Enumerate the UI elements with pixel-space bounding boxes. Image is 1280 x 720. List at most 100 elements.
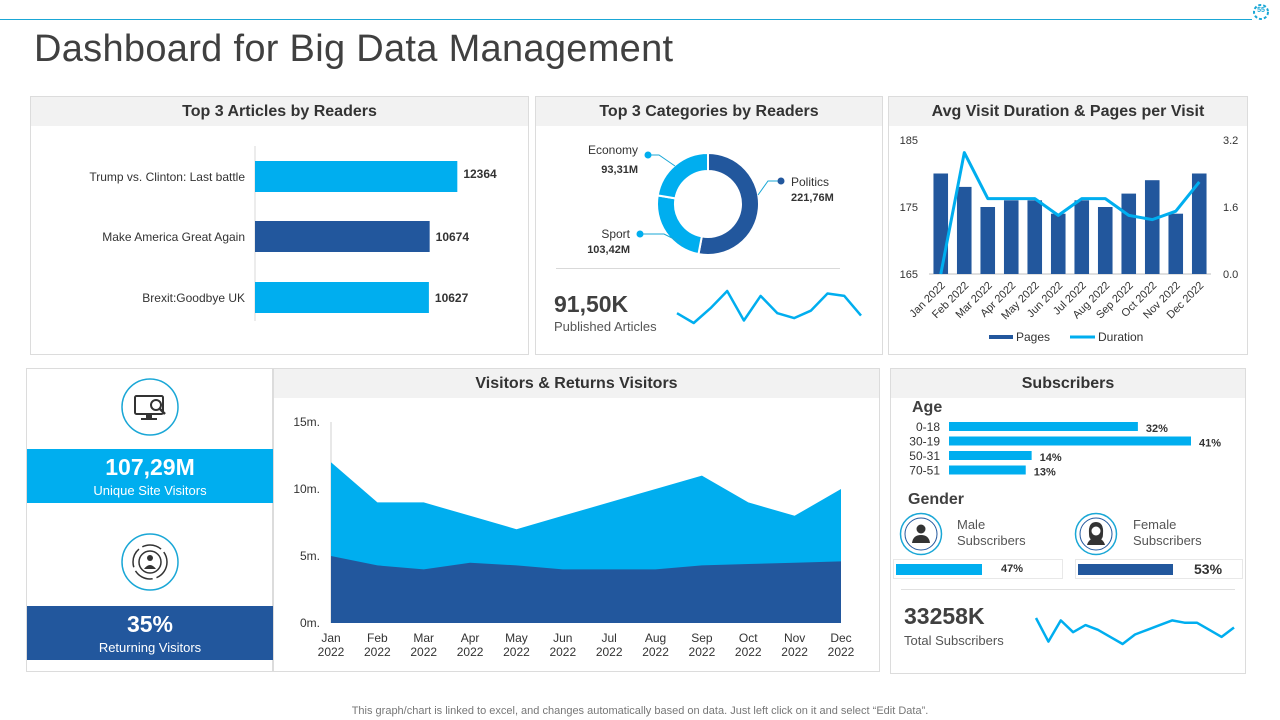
age-bar-chart: 0-18 32% 30-19 41% 50-31 14% 70-51 13%	[909, 420, 1221, 479]
page-title: Dashboard for Big Data Management	[34, 28, 674, 70]
published-articles-line	[676, 289, 862, 325]
category-callout-line	[757, 180, 779, 196]
area-x-tick-year: 2022	[828, 645, 855, 659]
area-x-tick-year: 2022	[549, 645, 576, 659]
top-categories-panel: Top 3 Categories by Readers Politics 221,…	[535, 96, 883, 355]
visitors-area-chart: 15m.10m.5m.0m.Jan2022Feb2022Mar2022Apr20…	[293, 415, 855, 659]
pages-bar	[1191, 173, 1207, 274]
pages-bar	[956, 186, 972, 274]
visit-duration-title: Avg Visit Duration & Pages per Visit	[889, 97, 1247, 126]
page-number-badge: 55	[1250, 2, 1272, 22]
female-avatar-icon	[1074, 512, 1118, 556]
area-x-tick-year: 2022	[781, 645, 808, 659]
area-x-tick-month: Mar	[413, 631, 434, 645]
pages-bar	[1121, 193, 1137, 274]
category-label: Economy	[588, 143, 638, 157]
category-slice	[697, 151, 760, 256]
age-label: 70-51	[909, 464, 940, 478]
area-y-tick: 15m.	[293, 415, 320, 429]
pages-bar	[933, 173, 949, 274]
article-bar	[255, 221, 430, 252]
pages-bar	[1168, 213, 1184, 274]
total-subscribers-label: Total Subscribers	[904, 633, 1004, 648]
unique-visitors-value: 107,29M	[105, 454, 195, 480]
categories-divider	[556, 268, 840, 269]
article-value: 10674	[436, 230, 470, 244]
categories-donut-chart: Politics 221,76M Sport 103,42M Economy 93,31M	[587, 143, 834, 256]
category-callout-dot	[777, 177, 785, 185]
category-value: 103,42M	[587, 244, 630, 256]
header-rule	[0, 19, 1252, 20]
pages-bar	[1050, 213, 1066, 274]
category-value: 93,31M	[601, 164, 638, 176]
published-articles-value: 91,50K	[554, 291, 629, 317]
category-callout-dot	[636, 230, 644, 238]
subscribers-title: Subscribers	[891, 369, 1245, 398]
article-label: Brexit:Goodbye UK	[142, 291, 245, 305]
female-gender-bar-box: 53%	[1075, 559, 1243, 579]
pages-bar	[1097, 207, 1113, 274]
area-x-tick-year: 2022	[735, 645, 762, 659]
area-x-tick-year: 2022	[318, 645, 345, 659]
area-x-tick-month: Oct	[739, 631, 758, 645]
area-x-tick-month: May	[505, 631, 528, 645]
age-bar	[949, 436, 1191, 446]
pages-bar	[1003, 200, 1019, 274]
age-value: 13%	[1034, 467, 1056, 479]
published-articles-label: Published Articles	[554, 319, 657, 334]
article-bar	[255, 161, 458, 192]
article-label: Trump vs. Clinton: Last battle	[89, 170, 245, 184]
male-label-line1: Male	[957, 517, 986, 532]
footer-note: This graph/chart is linked to excel, and…	[351, 705, 929, 717]
top-articles-panel: Top 3 Articles by Readers Trump vs. Clin…	[30, 96, 529, 355]
area-y-tick: 5m.	[300, 549, 320, 563]
published-articles-sparkline	[676, 289, 862, 325]
visitors-panel: Visitors & Returns Visitors 15m. 10m. 5m. 0…	[273, 368, 880, 672]
combo-right-tick: 1.6	[1223, 202, 1238, 214]
area-x-tick-year: 2022	[457, 645, 484, 659]
area-x-tick-month: Feb	[367, 631, 388, 645]
age-label: 30-19	[909, 435, 940, 449]
returning-visitors-label: Returning Visitors	[98, 640, 202, 655]
top-categories-title: Top 3 Categories by Readers	[536, 97, 882, 126]
gear-icon	[1253, 4, 1269, 20]
legend-pages-swatch	[989, 335, 1013, 339]
area-x-tick-year: 2022	[689, 645, 716, 659]
duration-line	[939, 151, 1201, 275]
top-articles-chart: Trump vs. Clinton: Last battle 12364 Make …	[89, 146, 497, 321]
article-value: 12364	[463, 167, 497, 181]
male-gender-bar-box: 47%	[893, 559, 1063, 579]
subscribers-panel: Subscribers Age 0-18 32% 30-19 41% 50-31 14% 7…	[890, 368, 1246, 674]
area-x-tick-month: Jan	[321, 631, 340, 645]
age-label: 0-18	[916, 420, 940, 434]
category-callout-line	[641, 233, 683, 244]
legend-duration-label: Duration	[1098, 330, 1143, 344]
male-label: Male Subscribers	[957, 517, 1026, 549]
area-x-tick-year: 2022	[410, 645, 437, 659]
category-slice	[656, 194, 704, 256]
pages-bar	[980, 207, 996, 274]
gender-heading: Gender	[908, 491, 965, 508]
age-heading: Age	[912, 399, 943, 416]
area-x-tick-year: 2022	[364, 645, 391, 659]
category-slice	[656, 151, 709, 200]
combo-left-tick: 165	[900, 269, 918, 281]
category-callout-line	[648, 154, 676, 167]
male-avatar-icon	[899, 512, 943, 556]
area-x-tick-year: 2022	[596, 645, 623, 659]
area-x-tick-month: Dec	[830, 631, 851, 645]
combo-right-tick: 3.2	[1223, 135, 1238, 147]
combo-right-tick: 0.0	[1223, 269, 1238, 281]
age-bar	[949, 451, 1032, 460]
age-label: 50-31	[909, 449, 940, 463]
area-x-tick-month: Jul	[602, 631, 617, 645]
age-bar	[949, 422, 1138, 431]
area-x-tick-year: 2022	[642, 645, 669, 659]
category-label: Sport	[601, 227, 630, 241]
female-label: Female Subscribers	[1133, 517, 1202, 549]
area-y-tick: 10m.	[293, 482, 320, 496]
combo-left-tick: 185	[900, 135, 918, 147]
returns-visitors-area	[331, 556, 841, 623]
female-label-line1: Female	[1133, 517, 1177, 532]
